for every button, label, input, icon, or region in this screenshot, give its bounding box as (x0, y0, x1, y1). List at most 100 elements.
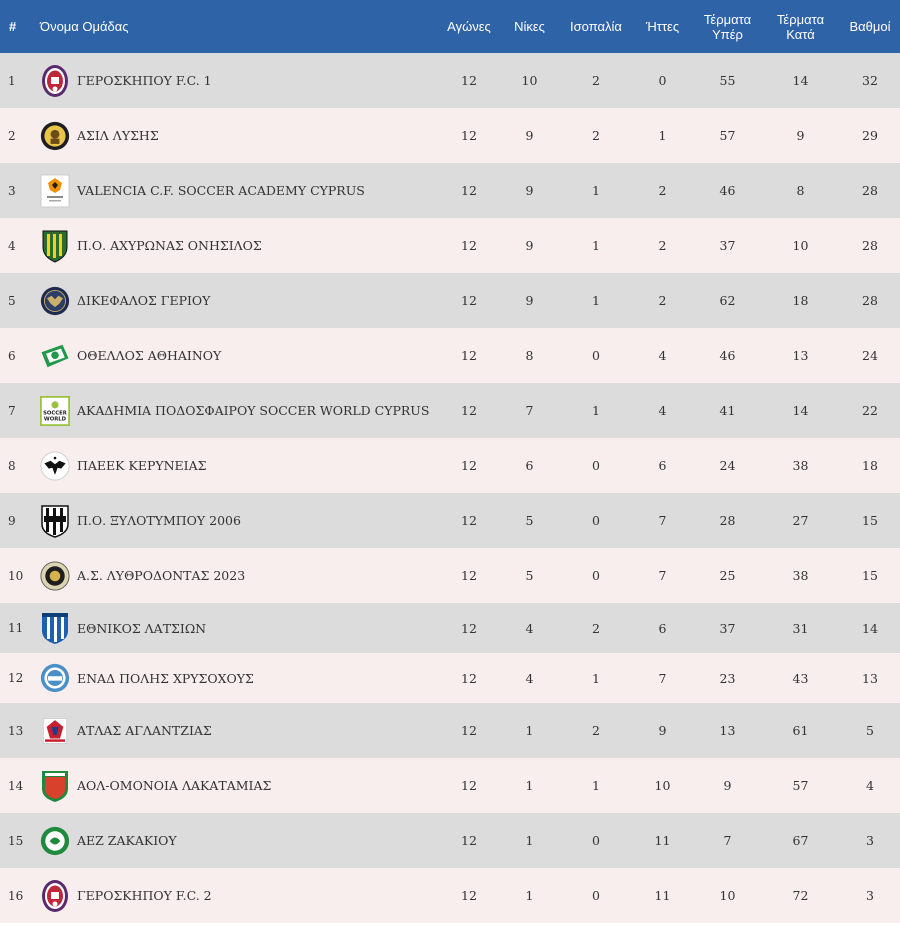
rank-cell: 13 (8, 723, 24, 738)
table-row[interactable]: 3 VALENCIA C.F. SOCCER ACADEMY CYPRUS 12 9 1… (0, 163, 900, 218)
team-name[interactable]: ΕΝΑΔ ΠΟΛΗΣ ΧΡΥΣΟΧΟΥΣ (77, 670, 254, 686)
table-row[interactable]: 10 Α.Σ. ΛΥΘΡΟΔΟΝΤΑΣ 2023 12 5 0 7 25 38 15 (0, 548, 900, 603)
team-cell[interactable]: Π.Ο. ΞΥΛΟΤΥΜΠΟΥ 2006 (30, 493, 440, 548)
team-name[interactable]: ΑΕΖ ΖΑΚΑΚΙΟΥ (77, 833, 177, 848)
points-cell: 15 (862, 568, 878, 583)
header-played[interactable]: Αγώνες (447, 19, 491, 34)
team-name[interactable]: Α.Σ. ΛΥΘΡΟΔΟΝΤΑΣ 2023 (77, 568, 246, 583)
table-row[interactable]: 13 ΑΤΛΑΣ ΑΓΛΑΝΤΖΙΑΣ 12 1 2 9 13 61 5 (0, 703, 900, 758)
wins-cell: 9 (525, 238, 534, 253)
wins-cell: 4 (525, 670, 534, 686)
wins-cell: 1 (525, 888, 534, 903)
team-cell[interactable]: ΟΘΕΛΛΟΣ ΑΘΗΑΙΝΟΥ (30, 328, 440, 383)
team-cell[interactable]: ΠΑΕΕΚ ΚΕΡΥΝΕΙΑΣ (30, 438, 440, 493)
table-row[interactable]: 2 ΑΣΙΛ ΛΥΣΗΣ 12 9 2 1 57 9 29 (0, 108, 900, 163)
team-cell[interactable]: Π.Ο. ΑΧΥΡΩΝΑΣ ΟΝΗΣΙΛΟΣ (30, 218, 440, 273)
goals-for-cell: 57 (719, 128, 736, 143)
table-row[interactable]: 1 ΓΕΡΟΣΚΗΠΟΥ F.C. 1 12 10 2 0 55 14 32 (0, 53, 900, 108)
team-name[interactable]: ΓΕΡΟΣΚΗΠΟΥ F.C. 2 (77, 888, 212, 903)
rank-cell: 6 (8, 348, 16, 363)
goals-against-cell: 8 (796, 183, 805, 198)
rank-cell: 9 (8, 513, 16, 528)
team-name[interactable]: ΓΕΡΟΣΚΗΠΟΥ F.C. 1 (77, 73, 212, 88)
header-goals-for[interactable]: Τέρματα Υπέρ (703, 11, 752, 42)
goals-for-cell: 62 (719, 293, 736, 308)
rank-cell: 16 (8, 888, 24, 903)
goals-against-cell: 27 (792, 513, 809, 528)
goals-for-cell: 10 (719, 888, 736, 903)
asil-lysis-crest-icon (40, 119, 70, 153)
losses-cell: 11 (654, 888, 671, 903)
table-row[interactable]: 7 SOCCER WORLD ΑΚΑΔΗΜΙΑ ΠΟΔΟΣΦΑΙΡΟΥ SOCCER … (0, 383, 900, 438)
draws-cell: 0 (592, 348, 600, 363)
team-cell[interactable]: ΓΕΡΟΣΚΗΠΟΥ F.C. 2 (30, 868, 440, 923)
team-cell[interactable]: ΕΝΑΔ ΠΟΛΗΣ ΧΡΥΣΟΧΟΥΣ (30, 653, 440, 703)
header-wins[interactable]: Νίκες (514, 19, 545, 34)
team-cell[interactable]: ΑΕΖ ΖΑΚΑΚΙΟΥ (30, 813, 440, 868)
header-points[interactable]: Βαθμοί (849, 19, 891, 34)
table-row[interactable]: 4 Π.Ο. ΑΧΥΡΩΝΑΣ ΟΝΗΣΙΛΟΣ 12 9 1 2 37 10 28 (0, 218, 900, 273)
table-row[interactable]: 8 ΠΑΕΕΚ ΚΕΡΥΝΕΙΑΣ 12 6 0 6 24 38 18 (0, 438, 900, 493)
team-name[interactable]: ΠΑΕΕΚ ΚΕΡΥΝΕΙΑΣ (77, 458, 207, 473)
played-cell: 12 (461, 568, 477, 583)
played-cell: 12 (461, 458, 477, 473)
team-cell[interactable]: ΑΣΙΛ ΛΥΣΗΣ (30, 108, 440, 163)
table-row[interactable]: 14 ΑΟΛ-ΟΜΟΝΟΙΑ ΛΑΚΑΤΑΜΙΑΣ 12 1 1 10 9 57 4 (0, 758, 900, 813)
table-row[interactable]: 5 ΔΙΚΕΦΑΛΟΣ ΓΕΡΙΟΥ 12 9 1 2 62 18 28 (0, 273, 900, 328)
team-cell[interactable]: ΑΤΛΑΣ ΑΓΛΑΝΤΖΙΑΣ (30, 703, 440, 758)
team-name[interactable]: ΕΘΝΙΚΟΣ ΛΑΤΣΙΩΝ (77, 620, 207, 636)
team-cell[interactable]: ΑΟΛ-ΟΜΟΝΟΙΑ ΛΑΚΑΤΑΜΙΑΣ (30, 758, 440, 813)
team-cell[interactable]: ΕΘΝΙΚΟΣ ΛΑΤΣΙΩΝ (30, 603, 440, 653)
team-name[interactable]: VALENCIA C.F. SOCCER ACADEMY CYPRUS (77, 183, 365, 198)
losses-cell: 6 (658, 458, 667, 473)
header-rank[interactable]: # (9, 19, 17, 34)
wins-cell: 5 (525, 568, 534, 583)
losses-cell: 7 (658, 568, 667, 583)
team-cell[interactable]: VALENCIA C.F. SOCCER ACADEMY CYPRUS (30, 163, 440, 218)
header-team[interactable]: Όνομα Ομάδας (40, 19, 129, 34)
losses-cell: 4 (658, 348, 667, 363)
team-name[interactable]: ΑΣΙΛ ΛΥΣΗΣ (77, 128, 159, 143)
table-row[interactable]: 6 ΟΘΕΛΛΟΣ ΑΘΗΑΙΝΟΥ 12 8 0 4 46 13 24 (0, 328, 900, 383)
geroskipou-crest-icon (40, 879, 70, 913)
header-goals-against[interactable]: Τέρματα Κατά (776, 11, 825, 42)
team-cell[interactable]: ΓΕΡΟΣΚΗΠΟΥ F.C. 1 (30, 53, 440, 108)
table-row[interactable]: 11 ΕΘΝΙΚΟΣ ΛΑΤΣΙΩΝ 12 4 2 6 37 31 14 (0, 603, 900, 653)
points-cell: 3 (866, 833, 874, 848)
team-name[interactable]: ΔΙΚΕΦΑΛΟΣ ΓΕΡΙΟΥ (77, 293, 211, 308)
table-row[interactable]: 12 ΕΝΑΔ ΠΟΛΗΣ ΧΡΥΣΟΧΟΥΣ 12 4 1 7 23 43 13 (0, 653, 900, 703)
table-row[interactable]: 16 ΓΕΡΟΣΚΗΠΟΥ F.C. 2 12 1 0 11 10 72 3 (0, 868, 900, 923)
losses-cell: 9 (658, 723, 667, 738)
draws-cell: 1 (592, 238, 600, 253)
team-name[interactable]: ΟΘΕΛΛΟΣ ΑΘΗΑΙΝΟΥ (77, 348, 222, 363)
losses-cell: 2 (658, 293, 667, 308)
points-cell: 3 (866, 888, 874, 903)
paeek-crest-icon (40, 449, 70, 483)
losses-cell: 7 (658, 670, 667, 686)
header-losses[interactable]: Ήττες (645, 19, 680, 34)
rank-cell: 1 (8, 73, 16, 88)
losses-cell: 6 (658, 620, 667, 636)
points-cell: 14 (862, 620, 878, 636)
played-cell: 12 (461, 403, 477, 418)
header-draws[interactable]: Ισοπαλία (570, 19, 622, 34)
soccer-world-crest-icon: SOCCER WORLD (40, 394, 70, 428)
points-cell: 32 (862, 73, 878, 88)
team-name[interactable]: Π.Ο. ΑΧΥΡΩΝΑΣ ΟΝΗΣΙΛΟΣ (77, 238, 262, 253)
team-cell[interactable]: Α.Σ. ΛΥΘΡΟΔΟΝΤΑΣ 2023 (30, 548, 440, 603)
team-name[interactable]: ΑΤΛΑΣ ΑΓΛΑΝΤΖΙΑΣ (77, 723, 212, 738)
points-cell: 15 (862, 513, 878, 528)
goals-for-cell: 13 (719, 723, 736, 738)
goals-against-cell: 38 (792, 458, 809, 473)
draws-cell: 2 (592, 128, 600, 143)
team-cell[interactable]: SOCCER WORLD ΑΚΑΔΗΜΙΑ ΠΟΔΟΣΦΑΙΡΟΥ SOCCER W… (30, 383, 440, 438)
wins-cell: 5 (525, 513, 534, 528)
team-name[interactable]: ΑΚΑΔΗΜΙΑ ΠΟΔΟΣΦΑΙΡΟΥ SOCCER WORLD CYPRUS (77, 403, 430, 418)
team-name[interactable]: ΑΟΛ-ΟΜΟΝΟΙΑ ΛΑΚΑΤΑΜΙΑΣ (77, 778, 272, 793)
team-name[interactable]: Π.Ο. ΞΥΛΟΤΥΜΠΟΥ 2006 (77, 513, 241, 528)
table-row[interactable]: 15 ΑΕΖ ΖΑΚΑΚΙΟΥ 12 1 0 11 7 67 3 (0, 813, 900, 868)
team-cell[interactable]: ΔΙΚΕΦΑΛΟΣ ΓΕΡΙΟΥ (30, 273, 440, 328)
goals-for-cell: 46 (719, 348, 736, 363)
table-row[interactable]: 9 Π.Ο. ΞΥΛΟΤΥΜΠΟΥ 2006 12 5 0 7 28 27 15 (0, 493, 900, 548)
draws-cell: 1 (592, 403, 600, 418)
